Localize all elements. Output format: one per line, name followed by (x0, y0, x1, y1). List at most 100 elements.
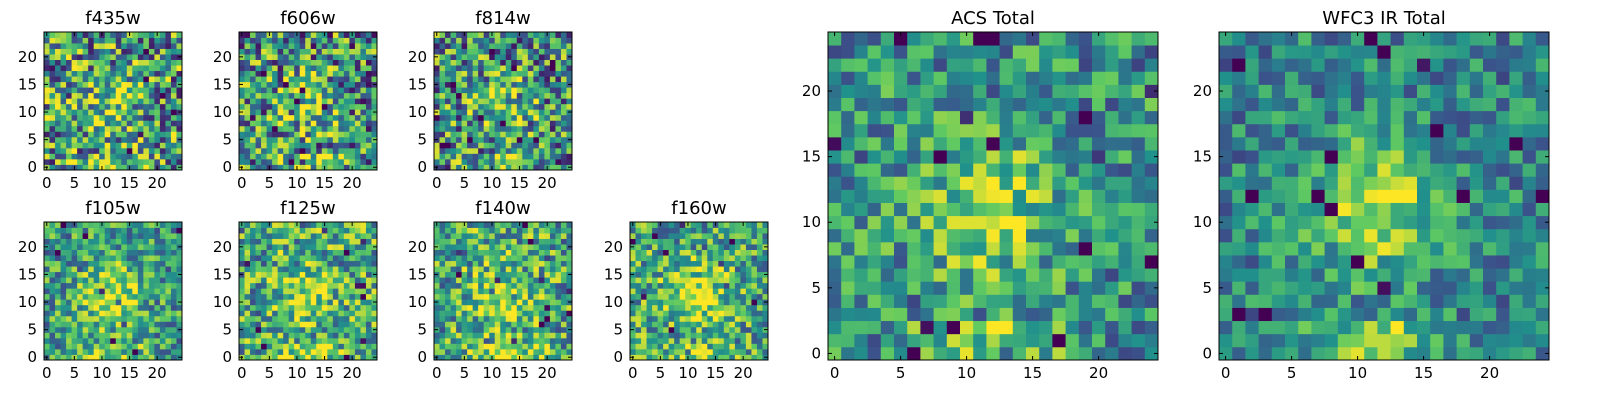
heatmap-cell (718, 343, 725, 350)
heatmap-cell (494, 255, 501, 262)
heatmap-cell (828, 150, 842, 164)
heatmap-cell (121, 282, 128, 289)
heatmap-cell (354, 310, 361, 317)
heatmap-cell (104, 131, 111, 138)
heatmap-cell (371, 131, 378, 138)
heatmap-cell (522, 310, 529, 317)
heatmap-cell (88, 288, 95, 295)
heatmap-cell (272, 65, 279, 72)
heatmap-cell (538, 315, 545, 322)
heatmap-cell (538, 81, 545, 88)
heatmap-cell (365, 98, 372, 105)
heatmap-cell (99, 125, 106, 132)
heatmap-cell (272, 315, 279, 322)
heatmap-cell (461, 288, 468, 295)
heatmap-cell (365, 164, 372, 171)
heatmap-cell (321, 158, 328, 165)
heatmap-cell (332, 332, 339, 339)
heatmap-cell (332, 255, 339, 262)
heatmap-cell (310, 238, 317, 245)
heatmap-cell (239, 147, 245, 154)
heatmap-cell (294, 348, 301, 355)
heatmap-cell (148, 271, 155, 278)
heatmap-cell (1131, 163, 1146, 177)
heatmap-cell (327, 315, 334, 322)
heatmap-cell (707, 260, 714, 267)
heatmap-cell (439, 65, 446, 72)
heatmap-cell (66, 332, 72, 339)
heatmap-cell (126, 255, 133, 262)
heatmap-cell (360, 142, 367, 149)
heatmap-cell (316, 87, 323, 94)
heatmap-cell (310, 70, 317, 77)
heatmap-cell (71, 244, 78, 250)
heatmap-cell (154, 321, 161, 328)
heatmap-cell (170, 315, 177, 322)
heatmap-cell (371, 37, 378, 44)
heatmap-cell (445, 233, 451, 239)
heatmap-cell (88, 227, 95, 234)
heatmap-cell (277, 98, 284, 105)
heatmap-cell (327, 222, 334, 228)
heatmap-cell (527, 59, 534, 66)
heatmap-cell (1118, 294, 1132, 308)
y-tick-label: 10 (604, 293, 623, 311)
heatmap-cell (126, 59, 133, 66)
heatmap-cell (277, 164, 284, 171)
heatmap-cell (729, 227, 736, 234)
heatmap-cell (305, 315, 312, 322)
heatmap-cell (121, 103, 128, 110)
heatmap-cell (544, 315, 551, 322)
heatmap-cell (456, 76, 462, 83)
heatmap-cell (277, 109, 284, 116)
heatmap-cell (176, 153, 183, 160)
heatmap-cell (483, 32, 490, 38)
heatmap-cell (66, 136, 72, 143)
heatmap-cell (354, 98, 361, 105)
heatmap-cell (489, 244, 496, 250)
heatmap-cell (701, 354, 708, 361)
y-tick-label: 20 (604, 238, 623, 256)
heatmap-cell (668, 255, 675, 262)
heatmap-cell (332, 266, 339, 273)
heatmap-cell (456, 271, 462, 278)
heatmap-cell (483, 114, 490, 121)
heatmap-cell (365, 131, 372, 138)
heatmap-cell (560, 266, 567, 273)
heatmap-cell (121, 233, 128, 239)
heatmap-cell (505, 337, 512, 344)
heatmap-cell (450, 81, 457, 88)
heatmap-cell (88, 81, 95, 88)
heatmap-cell (143, 288, 150, 295)
heatmap-cell (472, 131, 479, 138)
heatmap-cell (332, 249, 339, 256)
heatmap-cell (734, 299, 741, 306)
heatmap-cell (867, 202, 882, 217)
heatmap-cell (82, 343, 89, 350)
heatmap-cell (511, 48, 518, 55)
heatmap-cell (867, 294, 882, 308)
heatmap-cell (49, 332, 56, 339)
heatmap-cell (266, 70, 273, 77)
heatmap-cell (283, 43, 290, 49)
x-tick-label: 20 (538, 174, 557, 192)
heatmap-cell (239, 48, 245, 55)
heatmap-cell (635, 222, 642, 228)
heatmap-cell (707, 249, 714, 256)
heatmap-cell (500, 125, 507, 132)
heatmap-cell (338, 153, 345, 160)
heatmap-cell (999, 215, 1014, 230)
heatmap-cell (283, 158, 290, 165)
heatmap-cell (483, 136, 490, 143)
y-tick-label: 10 (18, 293, 37, 311)
heatmap-cell (544, 103, 551, 110)
heatmap-cell (288, 109, 295, 116)
heatmap-cell (566, 321, 573, 328)
heatmap-cell (371, 103, 378, 110)
heatmap-cell (500, 37, 507, 44)
heatmap-cell (478, 249, 485, 256)
heatmap-cell (321, 255, 328, 262)
heatmap-cell (456, 348, 462, 355)
heatmap-cell (690, 244, 697, 250)
heatmap-cell (310, 43, 317, 49)
